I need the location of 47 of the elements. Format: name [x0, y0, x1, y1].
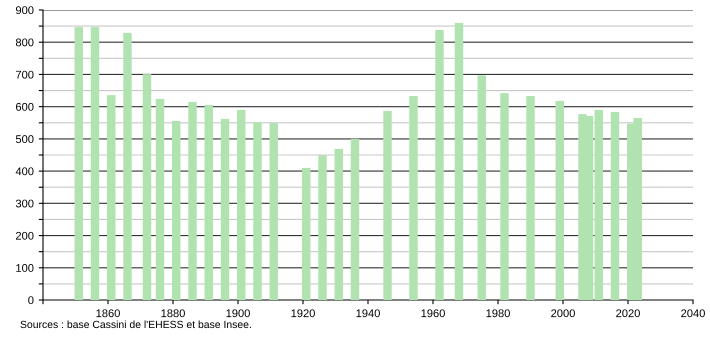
bar	[334, 148, 343, 300]
bar	[302, 168, 310, 300]
bar	[383, 110, 392, 300]
y-tick-label: 700	[16, 70, 34, 79]
y-tick-label: 900	[16, 6, 34, 14]
bar	[123, 32, 132, 300]
bar	[204, 105, 213, 300]
bar	[270, 123, 278, 300]
bar	[526, 96, 535, 300]
bar	[500, 93, 509, 300]
x-tick-label: 1880	[161, 309, 185, 318]
bar	[253, 122, 262, 300]
y-tick-label: 200	[16, 232, 34, 240]
x-tick-label: 1860	[96, 309, 120, 318]
bar	[188, 102, 197, 300]
x-tick-label: 2020	[616, 309, 640, 318]
bar	[90, 27, 100, 300]
y-tick-label: 300	[16, 200, 34, 208]
y-tick-label: 100	[16, 264, 34, 272]
bar	[237, 110, 246, 300]
y-tick-label: 600	[16, 102, 34, 111]
bar	[350, 138, 360, 300]
x-tick-label: 1900	[226, 309, 250, 318]
x-tick-label: 1920	[291, 309, 315, 318]
x-tick-label: 2000	[551, 309, 575, 318]
x-tick-label: 1960	[421, 309, 445, 318]
bar	[409, 96, 418, 300]
bar	[556, 100, 564, 300]
source-note: Sources : base Cassini de l'EHESS et base Insee.	[20, 320, 251, 328]
bar	[318, 156, 327, 300]
y-tick-label: 800	[16, 38, 34, 46]
y-tick-label: 400	[16, 167, 34, 176]
bar	[435, 30, 444, 300]
y-tick-label: 0	[28, 296, 34, 304]
bar	[610, 112, 620, 300]
bar	[74, 27, 83, 300]
bar	[172, 120, 180, 300]
bar	[156, 98, 164, 300]
x-tick-label: 2040	[681, 309, 705, 318]
x-tick-label: 1980	[486, 309, 510, 318]
bar	[107, 95, 116, 300]
bar	[220, 118, 230, 300]
y-tick-label: 500	[16, 135, 34, 144]
bar	[478, 75, 486, 300]
bar	[142, 74, 152, 300]
bar	[454, 22, 464, 300]
x-tick-label: 1940	[356, 309, 380, 318]
